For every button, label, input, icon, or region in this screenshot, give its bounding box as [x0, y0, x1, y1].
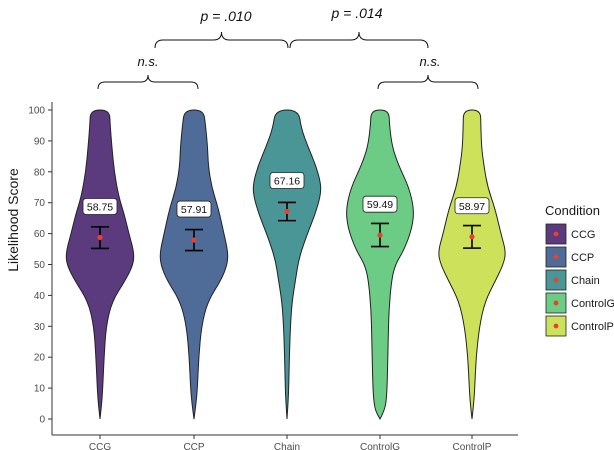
legend-label-ccp: CCP: [571, 252, 594, 264]
x-tick-label-chain: Chain: [274, 442, 300, 450]
x-tick-label-controlg: ControlG: [360, 442, 400, 450]
mean-point-controlg: [377, 232, 383, 238]
legend: Condition CCG CCP Chain ControlG ControlP: [545, 203, 614, 337]
y-tick-label-10: 10: [34, 384, 46, 395]
p-value-label-2: p = .014: [331, 5, 383, 21]
mean-label-chain: 67.16: [274, 175, 300, 187]
y-tick-label-100: 100: [28, 106, 45, 117]
mean-point-chain: [284, 208, 290, 215]
y-tick-label-20: 20: [34, 353, 46, 364]
mean-label-box-ccg: [82, 198, 118, 215]
mean-point-ccp: [191, 237, 197, 243]
legend-key-dot-chain: [553, 277, 559, 283]
violin-ccg: [65, 109, 135, 420]
legend-key-dot-controlg: [553, 300, 559, 306]
y-tick-label-50: 50: [34, 260, 46, 271]
violin-ccp: [159, 109, 229, 420]
violin-controlp: [438, 109, 506, 420]
mean-label-box-controlg: [362, 195, 398, 213]
y-tick-label-60: 60: [34, 229, 46, 240]
legend-key-dot-controlp: [553, 323, 559, 329]
legend-label-ccg: CCG: [571, 229, 595, 241]
legend-title: Condition: [545, 203, 600, 218]
mean-point-ccg: [97, 234, 103, 241]
legend-key-dot-ccg: [553, 231, 559, 237]
mean-label-ccg: 58.75: [87, 201, 113, 213]
y-tick-label-90: 90: [34, 136, 46, 147]
axes-layer: 0 10 20 30 40 50 60 70 80 90 100 CCG CCP Chain Control…: [28, 102, 518, 450]
legend-key-dot-ccp: [553, 254, 559, 260]
y-tick-label-0: 0: [39, 415, 45, 426]
brace-p-014: [289, 31, 429, 49]
y-axis-label: Likelihood Score: [5, 168, 21, 272]
x-tick-label-ccp: CCP: [183, 442, 204, 450]
brace-p-010: [154, 31, 289, 49]
y-tick-label-30: 30: [34, 322, 46, 333]
mean-label-box-chain: [269, 172, 305, 189]
violin-controlg: [346, 109, 414, 421]
mean-label-controlp: 58.97: [459, 201, 485, 213]
brace-ns-right: [377, 74, 479, 90]
brace-ns-left: [97, 74, 199, 90]
y-tick-label-80: 80: [34, 167, 46, 178]
legend-label-chain: Chain: [571, 275, 600, 287]
mean-label-box-ccp: [176, 200, 212, 218]
y-tick-label-70: 70: [34, 198, 46, 209]
violin-chain: [252, 109, 322, 420]
x-tick-label-ccg: CCG: [89, 442, 111, 450]
ns-label-1: n.s.: [138, 54, 159, 69]
p-value-label-1: p = .010: [200, 8, 252, 24]
violins-layer: 58.75 57.91 67.16 59.49 58.97: [65, 109, 506, 421]
y-tick-label-40: 40: [34, 291, 46, 302]
mean-point-controlp: [469, 234, 475, 240]
ns-label-2: n.s.: [420, 54, 441, 69]
legend-label-controlg: ControlG: [571, 298, 614, 310]
mean-label-box-controlp: [454, 197, 490, 215]
mean-label-ccp: 57.91: [181, 204, 207, 216]
legend-label-controlp: ControlP: [571, 321, 614, 333]
significance-annotations: p = .010 p = .014 n.s. n.s.: [97, 5, 479, 90]
mean-label-controlg: 59.49: [367, 199, 393, 211]
x-tick-label-controlp: ControlP: [453, 442, 492, 450]
